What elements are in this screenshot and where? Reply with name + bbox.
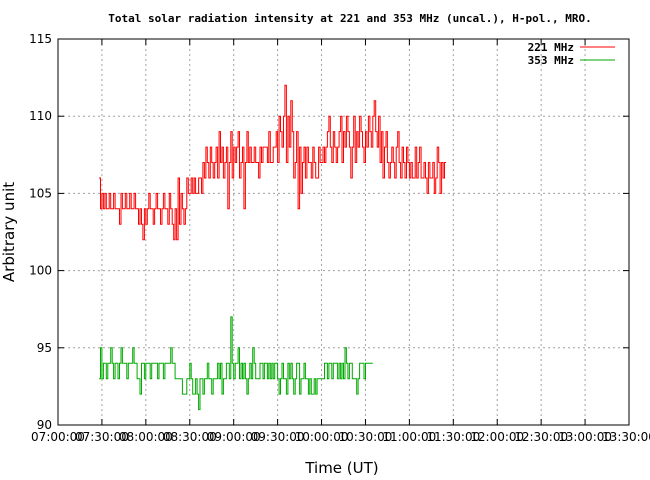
y-tick-label: 115: [29, 32, 52, 46]
chart-title: Total solar radiation intensity at 221 a…: [108, 12, 591, 25]
x-tick-label: 11:00:00: [382, 430, 436, 444]
series-line-353-mhz: [99, 316, 373, 411]
series-line-221-mhz: [99, 84, 446, 241]
x-tick-label: 10:30:00: [339, 430, 393, 444]
x-tick-label: 12:00:00: [470, 430, 524, 444]
x-tick-label: 07:30:00: [75, 430, 129, 444]
y-tick-label: 95: [37, 341, 52, 355]
x-tick-label: 13:00:00: [558, 430, 612, 444]
ticks: 90 95 100 105 110 115 07:00:0007:30:0008:00:00…: [29, 32, 650, 444]
legend-label: 221 MHz: [528, 41, 574, 54]
plot-frame: [57, 38, 630, 426]
legend-label: 353 MHz: [528, 54, 574, 67]
x-axis-label: Time (UT): [304, 459, 378, 477]
x-tick-label: 08:30:00: [163, 430, 217, 444]
y-tick-label: 100: [29, 264, 52, 278]
x-tick-label: 08:00:00: [119, 430, 173, 444]
x-tick-label: 10:00:00: [295, 430, 349, 444]
x-tick-label: 09:00:00: [207, 430, 261, 444]
x-tick-label: 07:00:00: [31, 430, 85, 444]
x-tick-label: 09:30:00: [251, 430, 305, 444]
x-tick-label: 11:30:00: [426, 430, 480, 444]
series-layer: [99, 84, 446, 411]
y-tick-label: 110: [29, 109, 52, 123]
y-tick-label: 90: [37, 418, 52, 432]
x-tick-label: 12:30:00: [514, 430, 568, 444]
x-tick-label: 13:30:00: [602, 430, 650, 444]
y-tick-label: 105: [29, 186, 52, 200]
y-axis-label: Arbitrary unit: [0, 182, 18, 282]
